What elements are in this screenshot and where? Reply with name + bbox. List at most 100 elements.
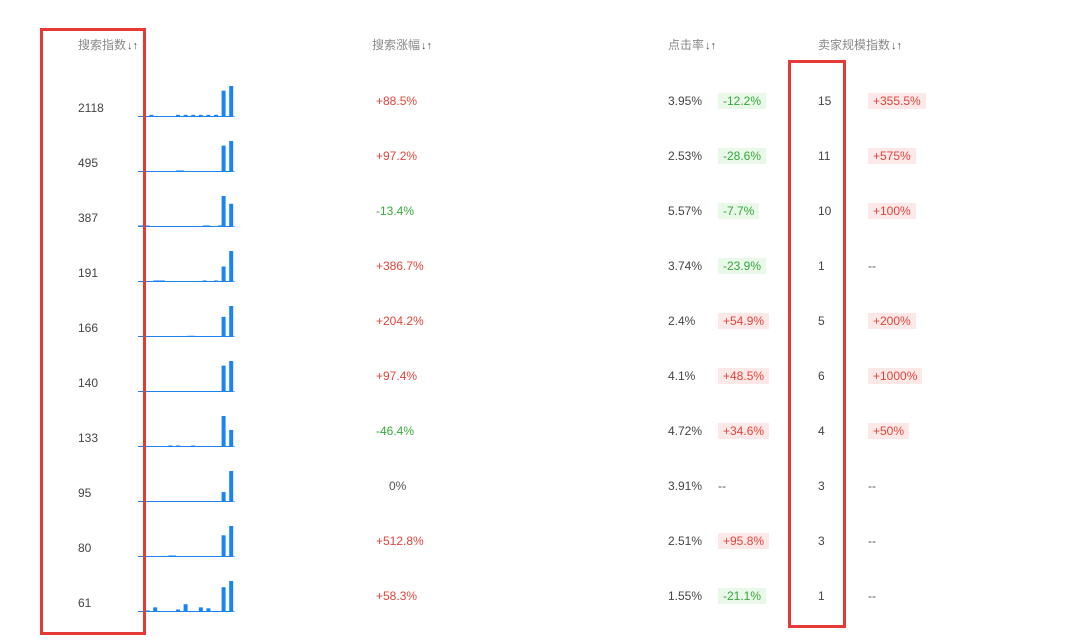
sparkline-bar: [149, 336, 154, 337]
seller-scale-value: 1: [818, 259, 825, 273]
sparkline-bar: [138, 336, 142, 337]
sparkline-bar: [210, 501, 215, 502]
sparkline-bar: [172, 336, 177, 337]
sparkline-bar: [138, 611, 142, 612]
seller-scale-value: 4: [818, 424, 825, 438]
sparkline-bar: [157, 280, 161, 282]
sparkline-bar: [183, 446, 188, 447]
sparkline-bar: [164, 391, 169, 392]
header-search-index[interactable]: 搜索指数↓↑: [78, 36, 138, 53]
table-row[interactable]: 95 0% 3.91% -- 3 --: [0, 466, 1073, 521]
sparkline-bar: [183, 336, 188, 337]
table-row[interactable]: 140 +97.4% 4.1% +48.5% 6 +1000%: [0, 356, 1073, 411]
sparkline-bar: [206, 446, 211, 447]
sparkline-bar: [210, 446, 215, 447]
sparkline-bar: [210, 226, 215, 227]
ctr-value: 3.74%: [668, 259, 703, 273]
sparkline-bar: [141, 446, 146, 447]
sparkline-bar: [198, 556, 203, 557]
sparkline-bar: [160, 280, 165, 282]
seller-change-badge: +1000%: [868, 368, 923, 384]
sparkline-bar: [160, 116, 165, 117]
sparkline-bar: [206, 501, 211, 502]
sparkline-bar: [157, 611, 161, 612]
sparkline-bar: [225, 611, 230, 612]
sparkline-bar: [160, 336, 165, 337]
ctr-change-badge: -7.7%: [718, 203, 760, 219]
table-row[interactable]: 166 +204.2% 2.4% +54.9% 5 +200%: [0, 301, 1073, 356]
table-row[interactable]: 495 +97.2% 2.53% -28.6% 11 +575%: [0, 136, 1073, 191]
table-row[interactable]: 133 -46.4% 4.72% +34.6% 4 +50%: [0, 411, 1073, 466]
header-seller-scale[interactable]: 卖家规模指数↓↑: [818, 36, 902, 53]
sparkline-bar: [157, 336, 161, 337]
ctr-value: 1.55%: [668, 589, 703, 603]
sparkline-bar: [176, 501, 180, 502]
sparkline-bar: [138, 446, 142, 447]
trend-sparkline: [138, 141, 235, 172]
sparkline-bar: [149, 501, 154, 502]
sparkline-bar: [198, 281, 203, 282]
sparkline-bar: [195, 226, 199, 227]
table-row[interactable]: 191 +386.7% 3.74% -23.9% 1 --: [0, 246, 1073, 301]
table-row[interactable]: 80 +512.8% 2.51% +95.8% 3 --: [0, 521, 1073, 576]
sort-icon[interactable]: ↓↑: [705, 40, 717, 52]
sparkline-bar: [179, 281, 184, 282]
sparkline-bar: [153, 501, 158, 502]
sparkline-bar: [198, 607, 203, 612]
sparkline-bar: [206, 281, 211, 282]
sparkline-bar: [217, 281, 222, 282]
sparkline-bar: [206, 608, 211, 612]
sparkline-bar: [179, 116, 184, 117]
search-growth-value: +58.3%: [376, 589, 418, 603]
sparkline-bar: [191, 114, 196, 117]
sparkline-bar: [195, 281, 199, 282]
sparkline-bar: [225, 501, 230, 502]
sparkline-bar: [229, 526, 234, 557]
sparkline-bar: [153, 607, 158, 612]
sparkline-bar: [198, 171, 203, 172]
sparkline-bar: [138, 225, 142, 227]
seller-change-badge: +575%: [868, 148, 916, 164]
sort-icon[interactable]: ↓↑: [891, 40, 903, 52]
sparkline-bar: [214, 171, 218, 172]
ctr-value: 2.51%: [668, 534, 703, 548]
sparkline-bar: [176, 114, 180, 117]
table-row[interactable]: 61 +58.3% 1.55% -21.1% 1 --: [0, 576, 1073, 631]
sparkline-bar: [160, 446, 165, 447]
sparkline-bar: [141, 611, 146, 612]
sparkline-bar: [195, 556, 199, 557]
sparkline-bar: [195, 446, 199, 447]
sparkline-bar: [164, 446, 169, 447]
sparkline-bar: [221, 145, 226, 172]
table-row[interactable]: 2118 +88.5% 3.95% -12.2% 15 +355.5%: [0, 81, 1073, 136]
sparkline-bar: [191, 171, 196, 172]
sort-icon[interactable]: ↓↑: [127, 40, 139, 52]
header-ctr[interactable]: 点击率↓↑: [668, 36, 716, 53]
sparkline-bar: [172, 226, 177, 227]
search-index-value: 166: [78, 321, 99, 335]
sparkline-bar: [168, 501, 173, 502]
sparkline-bar: [225, 226, 230, 227]
ctr-change-badge: -12.2%: [718, 93, 767, 109]
sparkline-bar: [172, 446, 177, 447]
sparkline-bar: [179, 336, 184, 337]
sparkline-bar: [191, 391, 196, 392]
sparkline-bar: [160, 171, 165, 172]
table-row[interactable]: 387 -13.4% 5.57% -7.7% 10 +100%: [0, 191, 1073, 246]
sparkline-bar: [217, 446, 222, 447]
sort-icon[interactable]: ↓↑: [421, 40, 433, 52]
sparkline-bar: [164, 116, 169, 117]
sparkline-bar: [187, 281, 192, 282]
sparkline-bar: [229, 251, 234, 282]
sparkline-bar: [141, 116, 146, 117]
sparkline-bar: [145, 281, 150, 282]
sparkline-bar: [141, 336, 146, 337]
header-search-growth[interactable]: 搜索涨幅↓↑: [372, 36, 432, 53]
sparkline-bar: [221, 535, 226, 557]
seller-scale-value: 11: [818, 149, 831, 163]
sparkline-bar: [202, 501, 207, 502]
sparkline-bar: [179, 170, 184, 172]
sparkline-bar: [172, 391, 177, 392]
sparkline-bar: [172, 555, 177, 557]
sparkline-bar: [153, 226, 158, 227]
